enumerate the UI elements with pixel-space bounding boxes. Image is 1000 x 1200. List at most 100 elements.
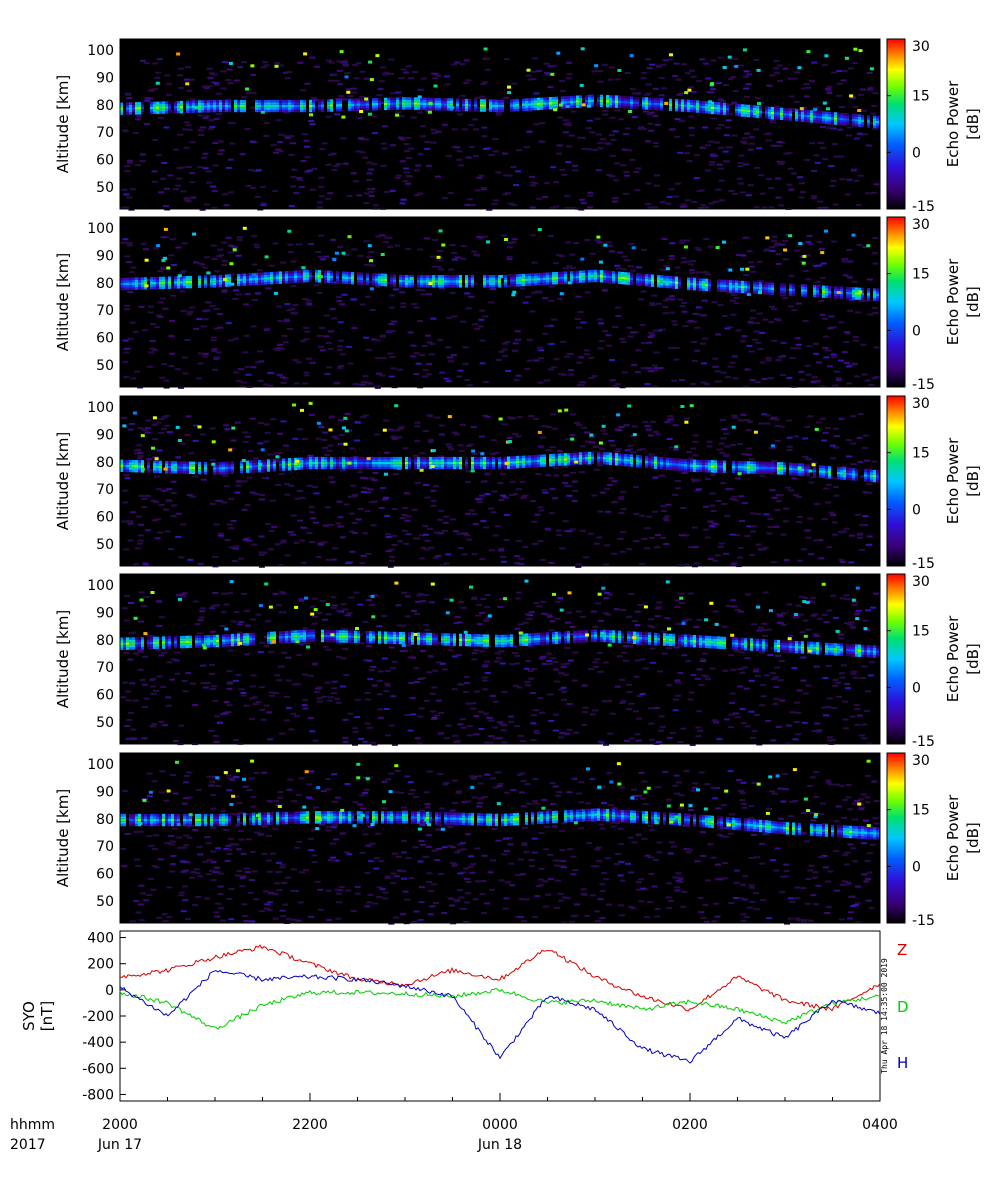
noise-cell — [856, 244, 863, 246]
noise-cell — [221, 241, 228, 244]
echo-cell — [630, 103, 633, 107]
echo-cell — [528, 98, 531, 101]
echo-cell — [294, 99, 297, 103]
noise-cell — [388, 58, 395, 61]
echo-cell — [492, 109, 495, 112]
echo-cell — [717, 279, 720, 282]
noise-cell — [272, 151, 279, 154]
noise-cell — [829, 184, 836, 187]
noise-cell — [547, 235, 554, 237]
echo-cell — [126, 280, 129, 283]
noise-cell — [662, 59, 669, 62]
echo-cell — [636, 99, 639, 102]
echo-cell — [174, 106, 177, 109]
noise-cell — [444, 83, 451, 86]
echo-cell — [846, 113, 849, 116]
echo-cell — [135, 287, 138, 290]
noise-cell — [607, 78, 614, 81]
echo-cell — [756, 281, 759, 285]
noise-cell — [199, 208, 206, 211]
noise-cell — [164, 74, 171, 77]
echo-cell — [132, 102, 135, 105]
echo-cell — [366, 108, 369, 111]
noise-cell — [388, 323, 395, 326]
echo-cell — [435, 280, 438, 283]
echo-cell — [198, 278, 201, 281]
noise-cell — [222, 193, 229, 196]
echo-cell — [447, 108, 450, 111]
noise-cell — [454, 61, 461, 64]
noise-cell — [608, 134, 615, 137]
echo-cell — [516, 106, 519, 109]
echo-cell — [768, 106, 771, 110]
noise-cell — [708, 202, 715, 205]
echo-cell — [216, 99, 219, 103]
noise-cell — [184, 434, 191, 436]
noise-cell — [399, 517, 406, 519]
echo-cell — [309, 99, 312, 103]
noise-cell — [677, 298, 684, 301]
echo-cell — [675, 108, 678, 112]
noise-cell — [401, 462, 408, 465]
echo-cell — [636, 283, 639, 286]
echo-cell — [573, 278, 576, 281]
echo-cell — [384, 105, 387, 108]
noise-cell — [163, 205, 170, 207]
noise-cell — [860, 88, 867, 91]
echo-cell — [714, 109, 717, 112]
echo-cell — [366, 100, 369, 104]
noise-cell — [489, 453, 496, 456]
echo-cell — [357, 272, 360, 275]
echo-cell — [426, 282, 429, 285]
echo-cell — [594, 279, 597, 283]
noise-cell — [806, 345, 813, 348]
echo-cell — [822, 121, 825, 124]
noise-cell — [833, 486, 840, 489]
noise-cell — [609, 359, 616, 361]
noise-cell — [323, 255, 330, 258]
echo-cell — [786, 110, 789, 114]
echo-cell — [267, 109, 270, 113]
speck — [230, 282, 235, 286]
noise-cell — [309, 541, 315, 543]
echo-cell — [816, 287, 819, 291]
echo-cell — [684, 99, 687, 102]
noise-cell — [417, 248, 424, 251]
echo-cell — [798, 114, 801, 117]
noise-cell — [156, 314, 162, 317]
echo-cell — [513, 101, 516, 105]
noise-cell — [689, 134, 696, 137]
echo-cell — [798, 116, 801, 120]
speck — [715, 246, 720, 249]
noise-cell — [695, 313, 702, 316]
echo-cell — [534, 100, 537, 103]
noise-cell — [278, 564, 285, 567]
echo-cell — [537, 105, 540, 108]
echo-cell — [612, 95, 615, 98]
echo-cell — [390, 105, 393, 108]
echo-cell — [516, 274, 519, 277]
noise-cell — [509, 494, 516, 497]
noise-cell — [668, 417, 675, 420]
noise-cell — [658, 77, 665, 80]
noise-cell — [196, 318, 203, 321]
noise-cell — [648, 453, 655, 456]
noise-cell — [160, 427, 167, 430]
echo-cell — [168, 283, 171, 287]
noise-cell — [184, 198, 191, 201]
echo-cell — [510, 99, 513, 102]
echo-cell — [441, 282, 444, 285]
echo-cell — [393, 107, 396, 110]
echo-cell — [153, 281, 156, 285]
echo-cell — [540, 277, 543, 281]
noise-cell — [363, 414, 369, 417]
altitude-tick-label: 80 — [96, 276, 114, 292]
noise-cell — [624, 259, 631, 262]
echo-cell — [624, 96, 627, 99]
echo-cell — [483, 101, 486, 105]
echo-cell — [225, 107, 228, 110]
noise-cell — [629, 158, 636, 161]
noise-cell — [303, 139, 310, 142]
noise-cell — [389, 356, 396, 358]
noise-cell — [272, 190, 279, 193]
